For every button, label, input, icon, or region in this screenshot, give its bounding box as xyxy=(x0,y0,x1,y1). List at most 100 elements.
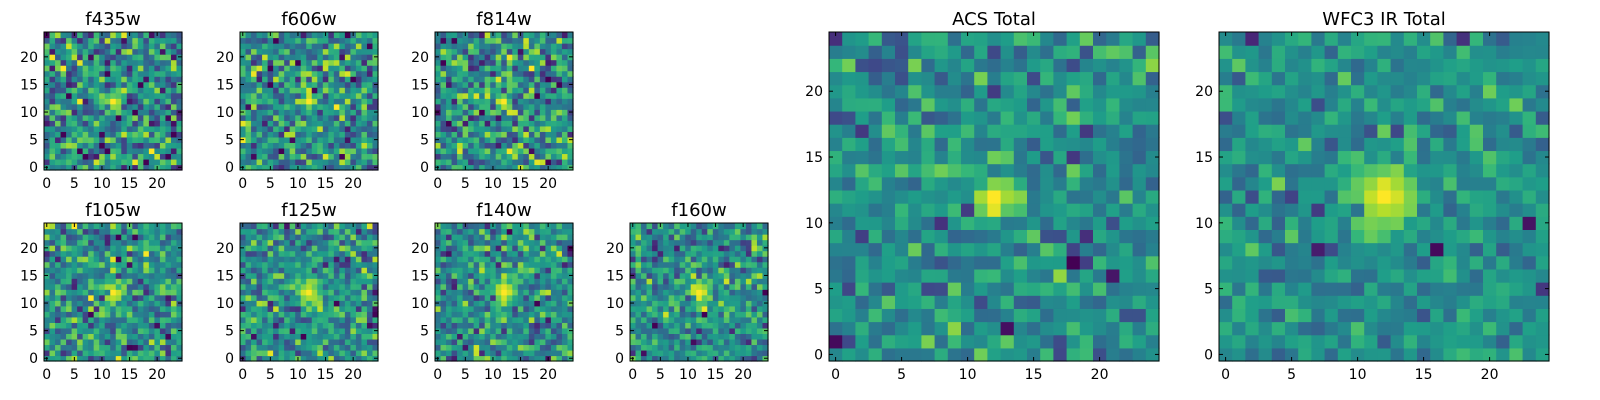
heatmap-cell xyxy=(240,333,247,340)
heatmap-cell xyxy=(842,334,856,349)
heatmap-cell xyxy=(987,255,1002,270)
heatmap-cell xyxy=(99,65,106,72)
heatmap-cell xyxy=(60,305,67,312)
heatmap-cell xyxy=(372,250,379,257)
heatmap-cell xyxy=(159,59,167,66)
heatmap-cell xyxy=(300,114,307,121)
heatmap-cell xyxy=(534,278,541,285)
heatmap-cell xyxy=(729,228,736,235)
heatmap-cell xyxy=(104,125,111,132)
heatmap-cell xyxy=(339,294,346,301)
heatmap-cell xyxy=(44,289,51,296)
heatmap-cell xyxy=(440,327,447,334)
heatmap-cell xyxy=(278,164,285,171)
heatmap-cell xyxy=(751,300,758,307)
heatmap-cell xyxy=(88,261,95,268)
heatmap-cell xyxy=(273,256,280,263)
heatmap-cell xyxy=(273,278,280,285)
heatmap-cell xyxy=(696,349,703,357)
heatmap-cell xyxy=(506,125,513,132)
heatmap-cell xyxy=(311,245,318,252)
heatmap-cell xyxy=(701,344,708,351)
heatmap-cell xyxy=(501,43,508,50)
heatmap-cell xyxy=(440,153,447,160)
heatmap-cell xyxy=(77,120,84,127)
heatmap-cell xyxy=(262,355,269,362)
heatmap-cell xyxy=(550,322,558,329)
heatmap-cell xyxy=(317,92,324,99)
heatmap-cell xyxy=(126,147,133,155)
heatmap-cell xyxy=(1106,203,1120,217)
heatmap-cell xyxy=(501,147,508,155)
heatmap-cell xyxy=(88,289,95,296)
heatmap-cell xyxy=(322,81,329,88)
heatmap-cell xyxy=(104,267,111,274)
heatmap-cell xyxy=(284,289,291,296)
heatmap-cell xyxy=(550,37,558,44)
heatmap-cell xyxy=(635,261,642,268)
heatmap-cell xyxy=(501,322,508,329)
heatmap-cell xyxy=(674,234,681,241)
heatmap-cell xyxy=(756,311,764,318)
heatmap-cell xyxy=(350,131,357,138)
heatmap-cell xyxy=(506,289,513,296)
heatmap-cell xyxy=(372,316,379,323)
heatmap-cell xyxy=(132,283,139,290)
heatmap-cell xyxy=(66,131,73,138)
heatmap-cell xyxy=(630,250,637,257)
y-tick-label: 10 xyxy=(216,105,234,121)
heatmap-cell xyxy=(88,228,95,235)
heatmap-cell xyxy=(495,131,502,138)
heatmap-cell xyxy=(506,142,513,149)
heatmap-cell xyxy=(366,355,374,362)
heatmap-cell xyxy=(372,87,379,94)
heatmap-cell xyxy=(132,322,139,329)
heatmap-cell xyxy=(317,355,324,362)
heatmap-cell xyxy=(484,76,491,83)
heatmap-cell xyxy=(77,305,84,312)
heatmap-cell xyxy=(289,327,296,334)
heatmap-cell xyxy=(284,283,291,290)
heatmap-cell xyxy=(137,344,144,351)
heatmap-cell xyxy=(71,65,78,72)
heatmap-cell xyxy=(556,32,563,39)
heatmap-cell xyxy=(440,283,447,290)
heatmap-cell xyxy=(756,300,764,307)
heatmap-cell xyxy=(712,300,719,307)
heatmap-cell xyxy=(176,147,183,155)
heatmap-cell xyxy=(99,43,106,50)
heatmap-cell xyxy=(262,37,269,44)
heatmap-cell xyxy=(561,54,569,61)
heatmap-cell xyxy=(344,272,351,279)
heatmap-cell xyxy=(306,114,313,121)
heatmap-cell xyxy=(855,268,870,283)
heatmap-cell xyxy=(322,37,329,44)
heatmap-cell xyxy=(300,239,307,246)
heatmap-cell xyxy=(479,344,486,351)
heatmap-cell xyxy=(126,250,133,257)
heatmap-cell xyxy=(506,76,513,83)
heatmap-cell xyxy=(159,300,167,307)
heatmap-cell xyxy=(115,278,122,285)
heatmap-cell xyxy=(457,103,464,110)
heatmap-cell xyxy=(170,131,178,138)
heatmap-cell xyxy=(273,76,280,83)
heatmap-cell xyxy=(663,289,670,296)
heatmap-cell xyxy=(490,81,497,88)
heatmap-cell xyxy=(361,158,368,166)
heatmap-cell xyxy=(339,327,346,334)
heatmap-cell xyxy=(740,294,747,301)
heatmap-cell xyxy=(333,267,340,274)
heatmap-cell xyxy=(350,70,357,77)
heatmap-cell xyxy=(895,150,909,165)
heatmap-cell xyxy=(961,268,975,283)
heatmap-cell xyxy=(251,147,258,155)
heatmap-cell xyxy=(55,59,62,66)
heatmap-cell xyxy=(457,109,464,116)
heatmap-cell xyxy=(457,322,464,329)
heatmap-cell xyxy=(361,256,368,263)
heatmap-cell xyxy=(696,333,703,340)
heatmap-cell xyxy=(484,322,491,329)
heatmap-cell xyxy=(567,59,574,66)
heatmap-cell xyxy=(170,153,178,160)
